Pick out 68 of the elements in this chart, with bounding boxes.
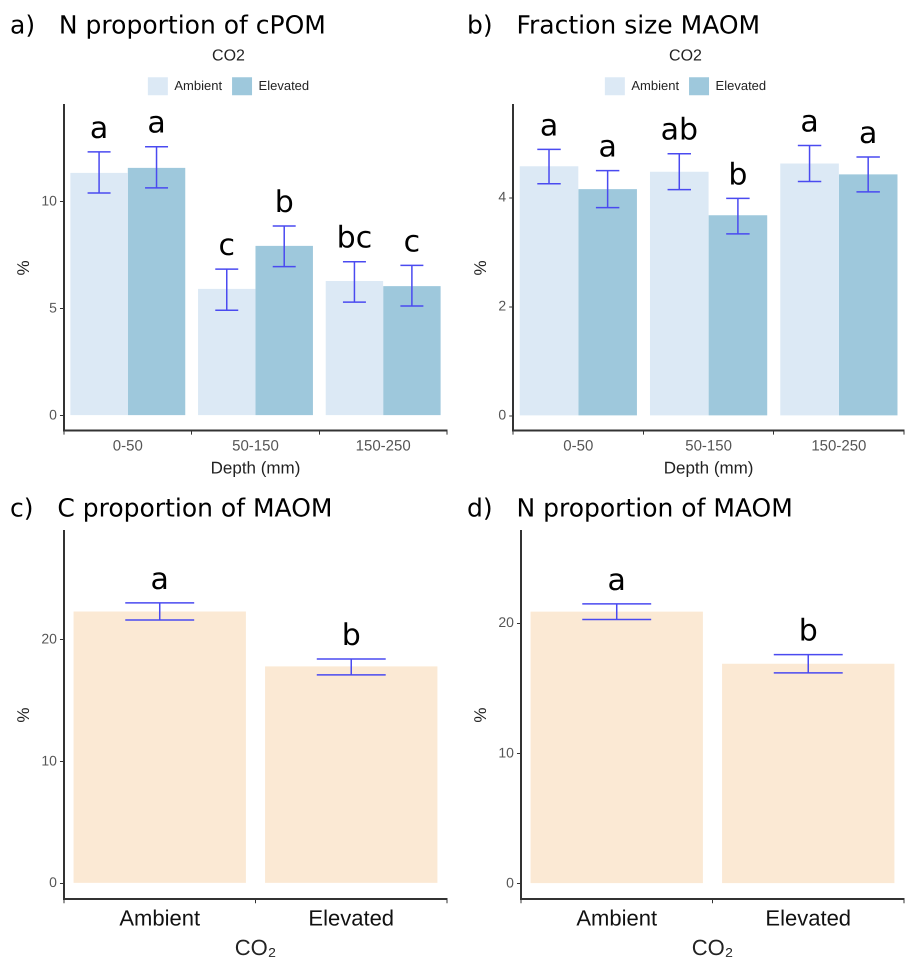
annotation: a: [858, 116, 878, 151]
x-axis-title: Depth (mm): [664, 458, 754, 478]
chart-title: b) Fraction size MAOM: [467, 10, 760, 40]
chart-title: c) C proportion of MAOM: [10, 494, 332, 522]
y-tick-label: 2: [498, 298, 506, 314]
annotation: a: [800, 104, 819, 140]
x-tick-label: 150-250: [356, 438, 411, 455]
legend-title: CO2: [212, 47, 246, 64]
bar: [780, 164, 839, 416]
y-axis-title: %: [14, 708, 33, 723]
y-axis-title: %: [14, 260, 33, 276]
annotation: a: [540, 108, 558, 144]
annotation: b: [342, 618, 361, 654]
x-axis-title: Depth (mm): [210, 458, 300, 478]
x-tick-label: 0-50: [563, 438, 594, 455]
x-tick-label: Elevated: [765, 905, 852, 930]
annotation: a: [147, 106, 166, 141]
annotation: c: [404, 224, 420, 260]
y-tick-label: 10: [498, 744, 514, 760]
y-tick-label: 20: [498, 614, 514, 630]
bar: [520, 166, 578, 416]
bar: [198, 288, 256, 416]
y-tick-label: 5: [49, 299, 58, 316]
legend-label: Ambient: [174, 78, 222, 93]
annotation: b: [274, 184, 294, 220]
annotation: bc: [336, 220, 372, 256]
x-tick-label: 0-50: [112, 438, 143, 455]
x-axis-title: CO₂: [692, 934, 734, 960]
legend-label: Elevated: [258, 78, 310, 93]
bar: [838, 174, 898, 416]
x-tick-label: Ambient: [119, 905, 200, 930]
annotation: b: [728, 157, 748, 192]
x-tick-label: Ambient: [576, 905, 658, 930]
annotation: c: [218, 228, 236, 264]
annotation: a: [150, 562, 169, 597]
annotation: a: [598, 130, 617, 165]
bar: [708, 215, 768, 416]
annotation: a: [608, 562, 626, 598]
y-tick-label: 20: [41, 630, 58, 646]
y-axis-title: %: [470, 260, 490, 276]
bar: [383, 286, 441, 416]
y-tick-label: 10: [41, 192, 58, 208]
x-tick-label: Elevated: [308, 905, 394, 930]
x-tick-label: 50-150: [685, 438, 732, 455]
annotation: b: [798, 614, 818, 649]
bar: [255, 246, 313, 416]
chart-title: d) N proportion of MAOM: [467, 494, 793, 522]
legend-label: Elevated: [716, 78, 766, 93]
x-tick-label: 150-250: [811, 438, 866, 455]
y-tick-label: 0: [498, 406, 506, 423]
annotation: ab: [660, 112, 698, 148]
chart-title: a) N proportion of cPOM: [10, 10, 326, 40]
bar: [70, 172, 128, 416]
y-tick-label: 10: [41, 752, 58, 768]
x-axis-title: CO₂: [234, 934, 276, 960]
y-tick-label: 4: [498, 188, 506, 205]
y-tick-label: 0: [49, 406, 58, 422]
x-tick-label: 50-150: [232, 438, 279, 455]
bar: [650, 172, 709, 416]
legend-label: Ambient: [631, 78, 680, 93]
bar: [128, 168, 186, 416]
y-tick-label: 0: [49, 874, 58, 890]
y-axis-title: %: [470, 708, 490, 723]
bar: [578, 189, 637, 416]
y-tick-label: 0: [506, 874, 514, 890]
bar: [326, 280, 384, 416]
annotation: a: [90, 110, 108, 146]
legend-title: CO2: [669, 47, 702, 64]
